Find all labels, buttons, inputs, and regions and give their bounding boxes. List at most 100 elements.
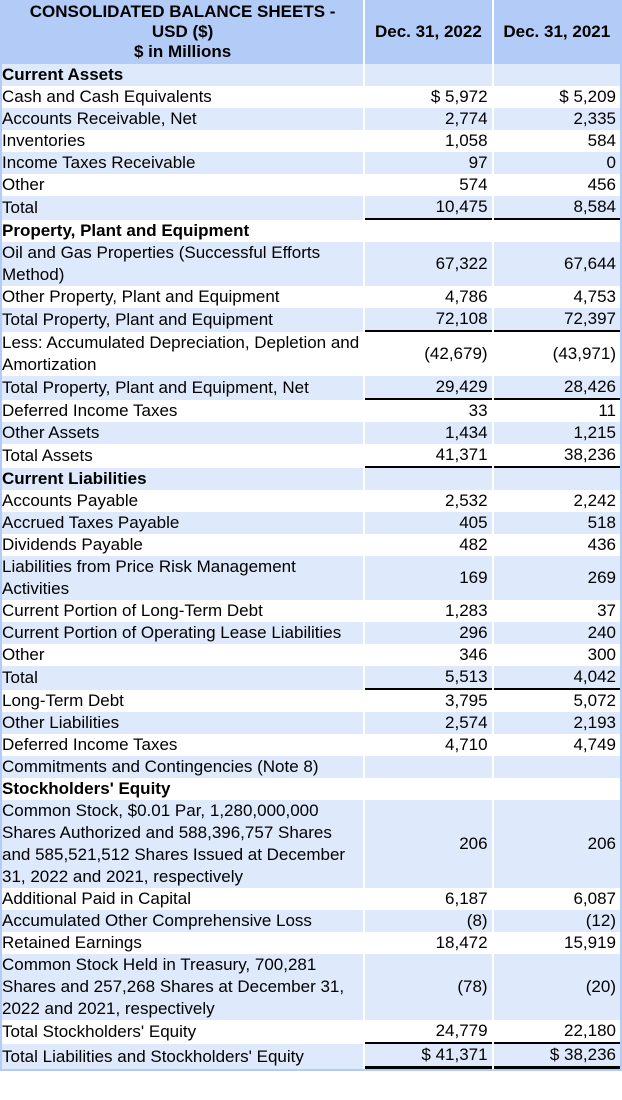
table-row: Total Assets 41,371 38,236	[2, 444, 620, 468]
value-2022	[365, 468, 492, 490]
value-2021	[493, 64, 620, 86]
value-2021: 22,180	[493, 1020, 620, 1044]
table-row: Deferred Income Taxes 4,710 4,749	[2, 734, 620, 756]
value-2021: 4,042	[493, 666, 620, 690]
value-2022	[365, 220, 492, 242]
value-2022: 1,434	[365, 422, 492, 444]
table-row: Common Stock Held in Treasury, 700,281 S…	[2, 954, 620, 1020]
table-row: Accounts Payable 2,532 2,242	[2, 490, 620, 512]
value-2021: 4,753	[493, 286, 620, 308]
value-2021: (20)	[493, 954, 620, 1020]
table-row: Other 574 456	[2, 174, 620, 196]
row-label: Income Taxes Receivable	[2, 152, 364, 174]
value-2021: 2,242	[493, 490, 620, 512]
row-label: Property, Plant and Equipment	[2, 220, 364, 242]
row-label: Long-Term Debt	[2, 690, 364, 712]
row-label: Inventories	[2, 130, 364, 152]
row-label: Other Property, Plant and Equipment	[2, 286, 364, 308]
value-2021: 11	[493, 400, 620, 422]
section-header-row: Current Assets	[2, 64, 620, 86]
table-row: Current Portion of Long-Term Debt 1,283 37	[2, 600, 620, 622]
row-label: Total Liabilities and Stockholders' Equi…	[2, 1044, 364, 1069]
value-2022: 2,774	[365, 108, 492, 130]
value-2021: 436	[493, 534, 620, 556]
value-2021	[493, 220, 620, 242]
section-header-row: Stockholders' Equity	[2, 778, 620, 800]
value-2021: 584	[493, 130, 620, 152]
table-row: Total Property, Plant and Equipment, Net…	[2, 376, 620, 400]
value-2022: 18,472	[365, 932, 492, 954]
value-2021: 28,426	[493, 376, 620, 400]
row-label: Other	[2, 644, 364, 666]
value-2022: 482	[365, 534, 492, 556]
value-2022	[365, 756, 492, 778]
value-2022: 346	[365, 644, 492, 666]
table-title: CONSOLIDATED BALANCE SHEETS - USD ($) $ …	[2, 0, 364, 64]
row-label: Retained Earnings	[2, 932, 364, 954]
row-label: Total Stockholders' Equity	[2, 1020, 364, 1044]
title-line: CONSOLIDATED BALANCE SHEETS -	[29, 2, 336, 21]
value-2022: (78)	[365, 954, 492, 1020]
value-2022: 4,710	[365, 734, 492, 756]
value-2022: 33	[365, 400, 492, 422]
table-row: Other 346 300	[2, 644, 620, 666]
row-label: Current Portion of Long-Term Debt	[2, 600, 364, 622]
value-2021	[493, 468, 620, 490]
value-2022: 29,429	[365, 376, 492, 400]
table-row: Deferred Income Taxes 33 11	[2, 400, 620, 422]
table-row: Income Taxes Receivable 97 0	[2, 152, 620, 174]
value-2021: 300	[493, 644, 620, 666]
value-2021: (12)	[493, 910, 620, 932]
value-2021: 5,072	[493, 690, 620, 712]
row-label: Current Liabilities	[2, 468, 364, 490]
value-2022: 1,058	[365, 130, 492, 152]
table-row: Total Liabilities and Stockholders' Equi…	[2, 1044, 620, 1069]
value-2022: (42,679)	[365, 332, 492, 376]
column-header-2022: Dec. 31, 2022	[365, 0, 492, 64]
row-label: Deferred Income Taxes	[2, 400, 364, 422]
value-2022: 405	[365, 512, 492, 534]
value-2021: 518	[493, 512, 620, 534]
table-row: Long-Term Debt 3,795 5,072	[2, 690, 620, 712]
table-row: Oil and Gas Properties (Successful Effor…	[2, 242, 620, 286]
value-2021: 2,335	[493, 108, 620, 130]
value-2022: 67,322	[365, 242, 492, 286]
value-2022: (8)	[365, 910, 492, 932]
row-label: Deferred Income Taxes	[2, 734, 364, 756]
value-2021: 37	[493, 600, 620, 622]
value-2021: $ 5,209	[493, 86, 620, 108]
value-2021: 0	[493, 152, 620, 174]
table-row: Inventories 1,058 584	[2, 130, 620, 152]
row-label: Less: Accumulated Depreciation, Depletio…	[2, 332, 364, 376]
value-2021: 67,644	[493, 242, 620, 286]
row-label: Total Property, Plant and Equipment	[2, 308, 364, 332]
row-label: Dividends Payable	[2, 534, 364, 556]
table-row: Liabilities from Price Risk Management A…	[2, 556, 620, 600]
row-label: Current Assets	[2, 64, 364, 86]
value-2022: 6,187	[365, 888, 492, 910]
table-body: Current Assets Cash and Cash Equivalents $…	[2, 64, 620, 1069]
title-currency: USD ($)	[151, 22, 214, 41]
balance-sheet-container: CONSOLIDATED BALANCE SHEETS - USD ($) $ …	[0, 0, 622, 1071]
value-2022: 169	[365, 556, 492, 600]
row-label: Additional Paid in Capital	[2, 888, 364, 910]
title-units: $ in Millions	[133, 42, 232, 61]
row-label: Accumulated Other Comprehensive Loss	[2, 910, 364, 932]
row-label: Total	[2, 666, 364, 690]
row-label: Oil and Gas Properties (Successful Effor…	[2, 242, 364, 286]
value-2021: 72,397	[493, 308, 620, 332]
value-2022: 10,475	[365, 196, 492, 220]
table-row: Other Property, Plant and Equipment 4,786…	[2, 286, 620, 308]
value-2022	[365, 778, 492, 800]
value-2022: 296	[365, 622, 492, 644]
value-2022: 1,283	[365, 600, 492, 622]
table-row: Other Assets 1,434 1,215	[2, 422, 620, 444]
row-label: Common Stock Held in Treasury, 700,281 S…	[2, 954, 364, 1020]
row-label: Total Property, Plant and Equipment, Net	[2, 376, 364, 400]
value-2021: 4,749	[493, 734, 620, 756]
table-row: Dividends Payable 482 436	[2, 534, 620, 556]
row-label: Total Assets	[2, 444, 364, 468]
value-2021: 206	[493, 800, 620, 888]
value-2022: 41,371	[365, 444, 492, 468]
table-row: Accrued Taxes Payable 405 518	[2, 512, 620, 534]
